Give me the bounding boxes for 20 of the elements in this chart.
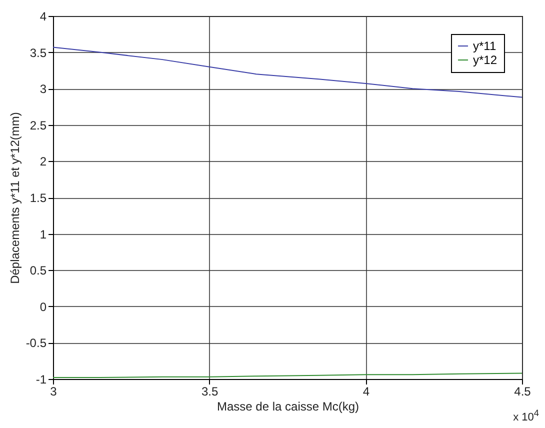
y-tick-label: 0: [40, 300, 47, 314]
x-tick-label: 4.5: [514, 384, 532, 398]
y-tick-label: 3.5: [30, 46, 47, 60]
x-tick-label: 3: [50, 384, 58, 398]
y-tick-label: 0.5: [30, 264, 47, 278]
x-axis-title: Masse de la caisse Mc(kg): [216, 400, 360, 414]
y-tick-label: 2.5: [30, 118, 47, 132]
y-tick-label: 1: [40, 227, 47, 242]
legend-label: y*12: [473, 53, 498, 67]
y-tick-label: 4: [40, 10, 47, 24]
y-tick-label: -0.5: [26, 336, 47, 350]
text: x 10$^{4}$: [513, 408, 539, 424]
legend-label: y*11: [473, 39, 496, 53]
y-tick-label: 1.5: [30, 191, 47, 205]
y-axis-title: Déplacements y*11 et y*12(mm): [8, 112, 22, 284]
y-tick-label: -1: [36, 372, 47, 386]
y-tick-label: 3: [40, 82, 47, 96]
x-tick-label: 3.5: [201, 384, 218, 398]
x-tick-label: 4: [362, 384, 370, 398]
y-tick-label: 2: [40, 154, 47, 169]
